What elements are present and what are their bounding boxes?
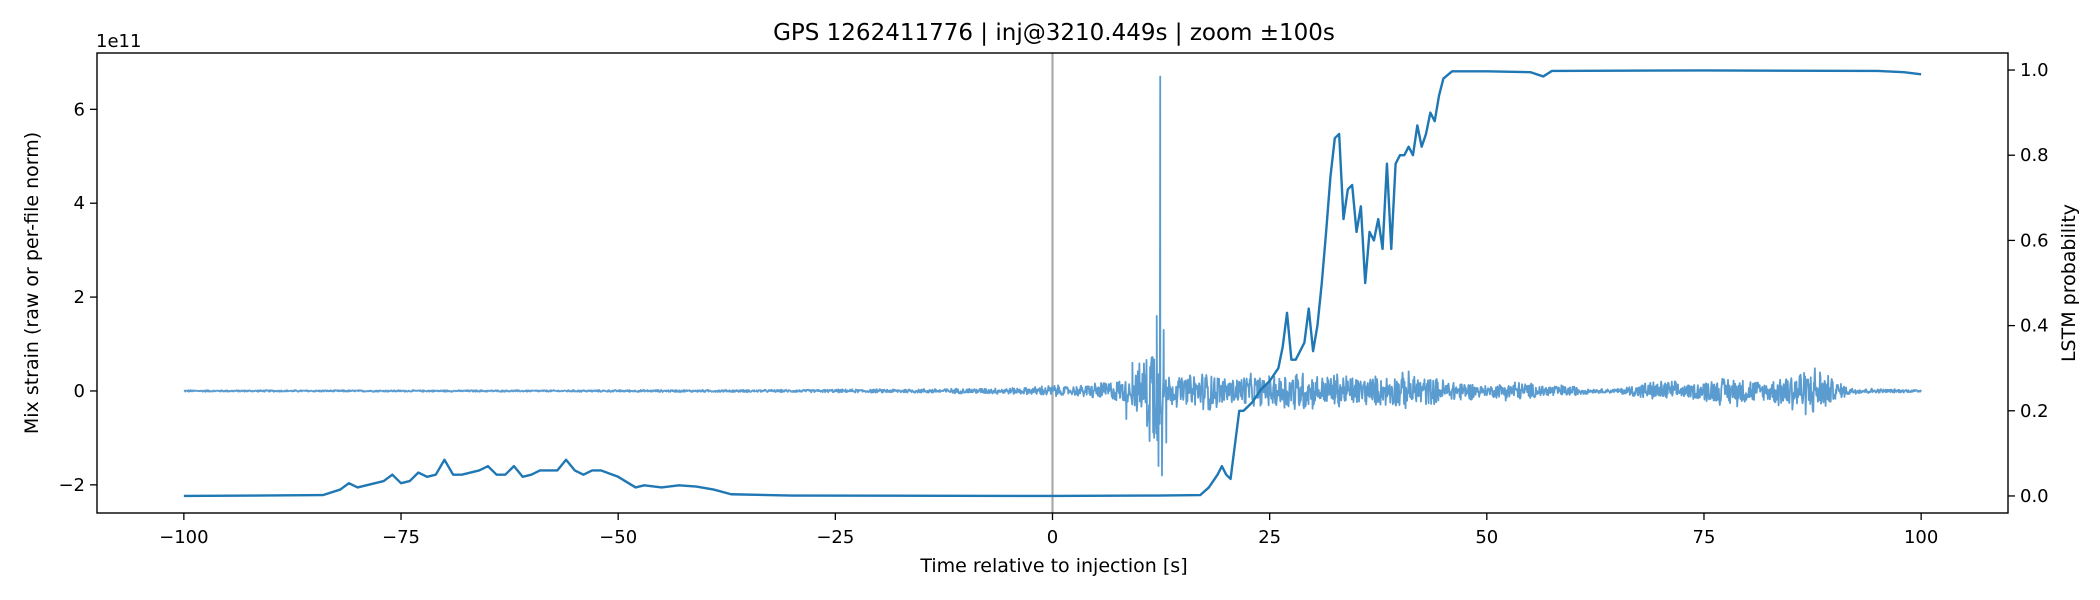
probability-line (183, 69, 1922, 498)
left-axis-offset-label: 1e11 (96, 31, 141, 52)
x-tick-label: −75 (382, 527, 420, 548)
y-left-tick-label: 4 (74, 193, 85, 214)
y-right-tick-label: 1.0 (2020, 60, 2049, 81)
x-tick-label: 25 (1258, 527, 1281, 548)
y-right-axis-ticks: 0.0 0.2 0.4 0.6 0.8 1.0 (2008, 60, 2049, 507)
x-tick-label: −50 (599, 527, 637, 548)
x-tick-label: −25 (816, 527, 854, 548)
y-left-tick-label: 6 (74, 99, 85, 120)
x-tick-label: −100 (159, 527, 208, 548)
x-axis-label: Time relative to injection [s] (919, 555, 1187, 577)
y-right-tick-label: 0.2 (2020, 401, 2049, 422)
strain-line (183, 75, 1922, 477)
x-tick-label: 50 (1475, 527, 1498, 548)
y-right-tick-label: 0.0 (2020, 486, 2049, 507)
probability-series (183, 69, 1922, 498)
x-tick-label: 100 (1904, 527, 1938, 548)
y-left-axis-ticks: −2 0 2 4 6 (58, 99, 97, 496)
y-right-axis-label: LSTM probability (2058, 204, 2080, 362)
x-tick-label: 0 (1047, 527, 1058, 548)
y-left-tick-label: 2 (74, 287, 85, 308)
y-right-tick-label: 0.8 (2020, 145, 2049, 166)
strain-series (183, 75, 1922, 477)
y-left-tick-label: 0 (74, 381, 85, 402)
chart-title: GPS 1262411776 | inj@3210.449s | zoom ±1… (773, 20, 1335, 46)
y-right-tick-label: 0.4 (2020, 316, 2049, 337)
y-left-axis-label: Mix strain (raw or per-file norm) (21, 132, 43, 434)
x-axis-ticks: −100 −75 −50 −25 0 25 50 75 100 (159, 513, 1938, 548)
x-tick-label: 75 (1693, 527, 1716, 548)
y-left-tick-label: −2 (58, 475, 85, 496)
y-right-tick-label: 0.6 (2020, 230, 2049, 251)
